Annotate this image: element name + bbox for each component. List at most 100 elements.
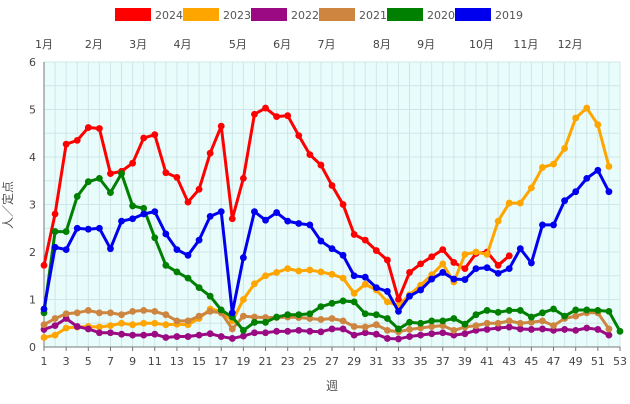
data-point-2022[interactable] xyxy=(239,332,247,340)
data-point-2020[interactable] xyxy=(439,317,447,325)
data-point-2020[interactable] xyxy=(472,311,480,319)
data-point-2019[interactable] xyxy=(51,243,59,251)
data-point-2022[interactable] xyxy=(195,331,203,339)
legend-item-2020[interactable]: 2020 xyxy=(387,8,455,22)
data-point-2022[interactable] xyxy=(129,331,137,339)
data-point-2021[interactable] xyxy=(195,312,203,320)
data-point-2020[interactable] xyxy=(140,204,148,212)
data-point-2020[interactable] xyxy=(461,320,469,328)
data-point-2023[interactable] xyxy=(350,289,358,297)
data-point-2022[interactable] xyxy=(206,330,214,338)
data-point-2020[interactable] xyxy=(594,307,602,314)
data-point-2019[interactable] xyxy=(184,251,192,259)
data-point-2023[interactable] xyxy=(273,269,281,276)
data-point-2023[interactable] xyxy=(51,331,59,339)
data-point-2024[interactable] xyxy=(317,161,325,169)
data-point-2019[interactable] xyxy=(107,245,114,253)
data-point-2020[interactable] xyxy=(516,307,524,314)
data-point-2023[interactable] xyxy=(550,160,557,168)
data-point-2022[interactable] xyxy=(561,326,569,333)
data-point-2023[interactable] xyxy=(306,266,314,274)
data-point-2021[interactable] xyxy=(262,314,269,321)
data-point-2019[interactable] xyxy=(295,220,303,227)
data-point-2020[interactable] xyxy=(494,308,502,316)
data-point-2021[interactable] xyxy=(417,324,425,332)
data-point-2019[interactable] xyxy=(417,286,425,294)
data-point-2020[interactable] xyxy=(51,228,59,235)
data-point-2022[interactable] xyxy=(306,327,314,335)
data-point-2023[interactable] xyxy=(383,298,391,306)
data-point-2021[interactable] xyxy=(572,312,580,320)
data-point-2024[interactable] xyxy=(262,104,269,112)
data-point-2019[interactable] xyxy=(95,224,103,232)
data-point-2023[interactable] xyxy=(483,250,491,258)
data-point-2023[interactable] xyxy=(129,321,137,329)
data-point-2023[interactable] xyxy=(494,217,502,225)
data-point-2021[interactable] xyxy=(129,307,137,315)
data-point-2024[interactable] xyxy=(383,256,391,264)
data-point-2021[interactable] xyxy=(140,307,148,314)
data-point-2019[interactable] xyxy=(339,251,347,259)
data-point-2022[interactable] xyxy=(406,333,413,340)
data-point-2023[interactable] xyxy=(317,268,325,276)
data-point-2022[interactable] xyxy=(317,328,325,336)
data-point-2019[interactable] xyxy=(328,245,336,253)
data-point-2021[interactable] xyxy=(328,315,336,322)
data-point-2019[interactable] xyxy=(594,166,602,174)
data-point-2023[interactable] xyxy=(95,323,103,331)
data-point-2021[interactable] xyxy=(62,310,70,318)
data-point-2019[interactable] xyxy=(317,237,325,245)
data-point-2020[interactable] xyxy=(173,268,181,276)
data-point-2022[interactable] xyxy=(62,315,70,322)
data-point-2023[interactable] xyxy=(605,163,613,170)
data-point-2022[interactable] xyxy=(505,323,513,331)
data-point-2019[interactable] xyxy=(40,305,48,313)
data-point-2022[interactable] xyxy=(372,330,380,338)
data-point-2023[interactable] xyxy=(527,184,535,192)
data-point-2022[interactable] xyxy=(450,331,458,339)
data-point-2023[interactable] xyxy=(140,319,148,327)
data-point-2021[interactable] xyxy=(406,326,413,333)
data-point-2024[interactable] xyxy=(395,296,402,303)
data-point-2024[interactable] xyxy=(129,159,137,167)
data-point-2021[interactable] xyxy=(251,313,258,321)
data-point-2020[interactable] xyxy=(73,193,81,200)
data-point-2023[interactable] xyxy=(439,260,447,268)
data-point-2019[interactable] xyxy=(439,269,447,276)
data-point-2019[interactable] xyxy=(605,188,613,196)
data-point-2019[interactable] xyxy=(73,224,81,232)
data-point-2024[interactable] xyxy=(40,261,48,269)
data-point-2024[interactable] xyxy=(184,198,192,206)
data-point-2020[interactable] xyxy=(428,317,436,325)
data-point-2023[interactable] xyxy=(472,248,480,256)
data-point-2024[interactable] xyxy=(151,131,159,139)
data-point-2023[interactable] xyxy=(539,164,546,171)
data-point-2020[interactable] xyxy=(151,234,159,242)
data-point-2024[interactable] xyxy=(62,140,70,148)
data-point-2024[interactable] xyxy=(251,110,258,118)
data-point-2019[interactable] xyxy=(361,273,369,281)
data-point-2020[interactable] xyxy=(539,309,546,317)
data-point-2019[interactable] xyxy=(251,208,258,216)
data-point-2020[interactable] xyxy=(561,312,569,320)
data-point-2019[interactable] xyxy=(505,265,513,273)
legend-item-2019[interactable]: 2019 xyxy=(455,8,523,22)
data-point-2022[interactable] xyxy=(118,330,125,338)
data-point-2021[interactable] xyxy=(550,322,557,330)
data-point-2023[interactable] xyxy=(516,199,524,207)
data-point-2019[interactable] xyxy=(140,210,148,218)
data-point-2024[interactable] xyxy=(339,201,347,208)
data-point-2024[interactable] xyxy=(51,210,59,218)
data-point-2022[interactable] xyxy=(273,327,281,335)
data-point-2024[interactable] xyxy=(162,169,170,177)
data-point-2021[interactable] xyxy=(350,323,358,330)
data-point-2020[interactable] xyxy=(328,299,336,307)
data-point-2019[interactable] xyxy=(472,265,480,273)
data-point-2019[interactable] xyxy=(372,284,380,292)
data-point-2021[interactable] xyxy=(339,317,347,325)
data-point-2024[interactable] xyxy=(107,170,114,178)
data-point-2024[interactable] xyxy=(406,269,413,276)
data-point-2023[interactable] xyxy=(151,319,159,327)
data-point-2020[interactable] xyxy=(395,325,402,333)
data-point-2022[interactable] xyxy=(395,335,402,343)
